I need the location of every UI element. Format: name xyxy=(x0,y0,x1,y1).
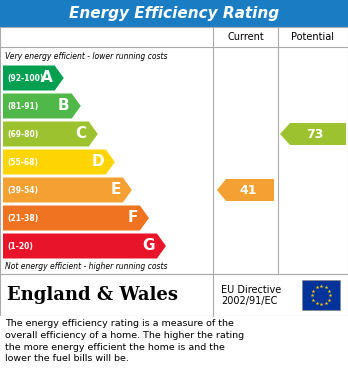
Polygon shape xyxy=(3,122,98,147)
Bar xyxy=(0,274,348,316)
Text: EU Directive: EU Directive xyxy=(221,285,281,295)
Bar xyxy=(0,316,348,391)
Text: 73: 73 xyxy=(306,127,324,140)
Polygon shape xyxy=(3,149,115,174)
Text: Current: Current xyxy=(227,32,264,42)
Polygon shape xyxy=(3,206,149,231)
Text: Very energy efficient - lower running costs: Very energy efficient - lower running co… xyxy=(5,52,167,61)
Polygon shape xyxy=(217,179,274,201)
Text: (55-68): (55-68) xyxy=(7,158,38,167)
Text: B: B xyxy=(58,99,70,113)
Text: (21-38): (21-38) xyxy=(7,213,38,222)
Bar xyxy=(0,27,348,274)
Text: Not energy efficient - higher running costs: Not energy efficient - higher running co… xyxy=(5,262,167,271)
Polygon shape xyxy=(3,178,132,203)
Text: England & Wales: England & Wales xyxy=(7,286,178,304)
Text: Energy Efficiency Rating: Energy Efficiency Rating xyxy=(69,6,279,21)
Text: G: G xyxy=(142,239,155,253)
Text: The energy efficiency rating is a measure of the
overall efficiency of a home. T: The energy efficiency rating is a measur… xyxy=(5,319,244,363)
Text: F: F xyxy=(127,210,138,226)
Text: (92-100): (92-100) xyxy=(7,74,44,83)
Text: Potential: Potential xyxy=(292,32,334,42)
Text: (1-20): (1-20) xyxy=(7,242,33,251)
Text: 2002/91/EC: 2002/91/EC xyxy=(221,296,277,306)
Text: (81-91): (81-91) xyxy=(7,102,38,111)
Text: (69-80): (69-80) xyxy=(7,129,38,138)
Text: (39-54): (39-54) xyxy=(7,185,38,194)
Polygon shape xyxy=(3,93,81,118)
Text: D: D xyxy=(91,154,104,170)
Bar xyxy=(0,27,348,274)
Text: E: E xyxy=(111,183,121,197)
Bar xyxy=(0,0,348,27)
Polygon shape xyxy=(3,66,64,90)
Bar xyxy=(302,280,340,310)
Text: 41: 41 xyxy=(239,183,257,197)
Polygon shape xyxy=(3,233,166,258)
Polygon shape xyxy=(280,123,346,145)
Text: A: A xyxy=(41,70,53,86)
Text: C: C xyxy=(76,127,87,142)
